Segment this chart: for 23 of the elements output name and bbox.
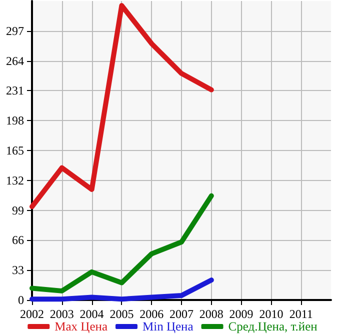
y-tick-label: 66: [12, 233, 24, 248]
x-tick-label: 2007: [170, 307, 194, 321]
x-tick-label: 2008: [199, 307, 224, 321]
legend-label: Сред.Цена, т.йен: [228, 320, 318, 334]
y-tick-label: 264: [6, 54, 24, 68]
x-tick-label: 2002: [20, 307, 44, 321]
legend-label: Max Цена: [54, 320, 108, 334]
x-tick-label: 2006: [140, 307, 164, 321]
x-tick-label: 2010: [259, 307, 284, 321]
y-tick-label: 99: [12, 203, 24, 218]
legend-label: Min Цена: [142, 320, 194, 334]
y-tick-label: 231: [6, 84, 24, 98]
x-tick-label: 2005: [110, 307, 134, 321]
y-tick-label: 297: [6, 24, 24, 38]
y-tick-label: 33: [12, 263, 24, 278]
y-tick-label: 132: [6, 173, 24, 188]
y-tick-label: 0: [18, 293, 24, 307]
y-tick-label: 165: [6, 144, 24, 158]
x-tick-label: 2011: [289, 307, 313, 321]
y-tick-label: 198: [6, 114, 24, 128]
x-tick-label: 2004: [80, 307, 104, 321]
x-tick-label: 2009: [229, 307, 254, 321]
x-tick-label: 2003: [50, 307, 74, 321]
